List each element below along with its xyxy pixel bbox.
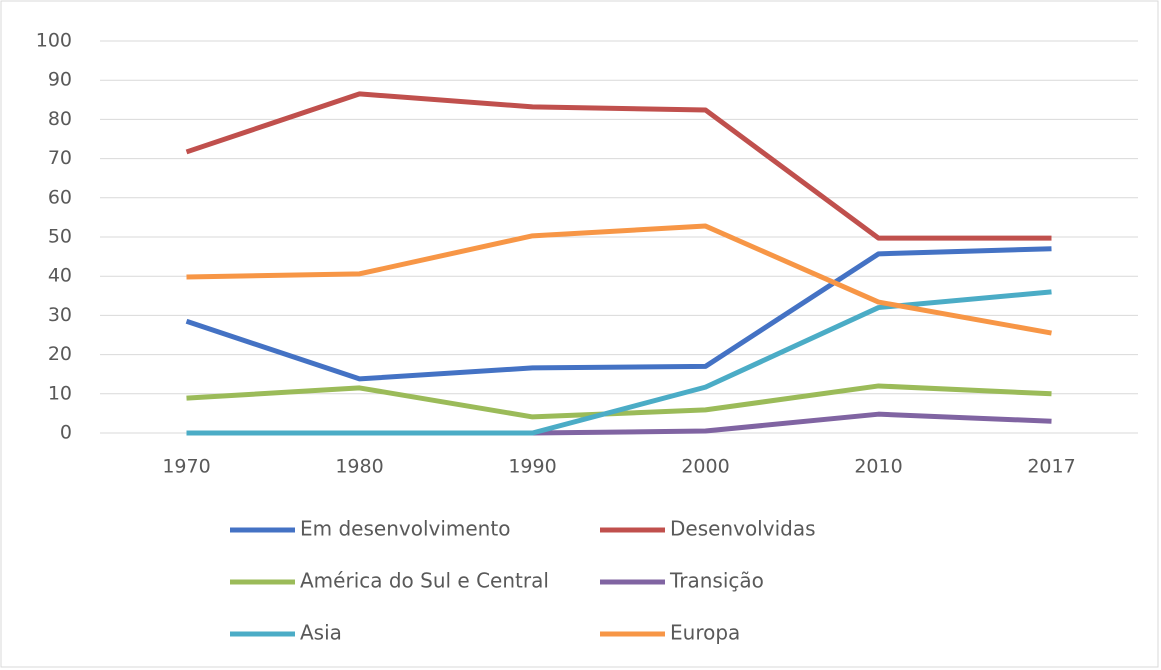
- y-tick-label: 0: [60, 422, 72, 444]
- legend-label: Em desenvolvimento: [300, 517, 510, 541]
- series-line: [532, 411, 1052, 436]
- x-tick-label: 1990: [508, 456, 556, 478]
- series-line: [186, 223, 1052, 336]
- y-tick-label: 90: [48, 69, 72, 91]
- series-line: [185, 91, 1052, 241]
- y-tick-label: 10: [48, 382, 72, 404]
- legend: Em desenvolvimento Desenvolvidas América d…: [230, 517, 816, 645]
- x-tick-label: 1970: [162, 456, 210, 478]
- legend-label: América do Sul e Central: [300, 569, 549, 593]
- y-tick-label: 50: [48, 226, 72, 248]
- x-tick-label: 1980: [335, 456, 383, 478]
- series-line: [186, 383, 1052, 420]
- x-tick-label: 2017: [1027, 456, 1075, 478]
- legend-label: Transição: [669, 569, 764, 593]
- x-tick-label: 2000: [681, 456, 729, 478]
- y-tick-label: 20: [48, 343, 72, 365]
- legend-label: Desenvolvidas: [670, 517, 816, 541]
- series-line: [185, 246, 1052, 382]
- y-tick-label: 100: [36, 30, 72, 52]
- y-tick-label: 70: [48, 147, 72, 169]
- y-tick-label: 30: [48, 304, 72, 326]
- y-tick-label: 60: [48, 186, 72, 208]
- y-tick-label: 80: [48, 108, 72, 130]
- legend-label: Europa: [670, 621, 740, 645]
- legend-label: Asia: [300, 621, 342, 645]
- x-tick-label: 2010: [854, 456, 902, 478]
- y-tick-label: 40: [48, 265, 72, 287]
